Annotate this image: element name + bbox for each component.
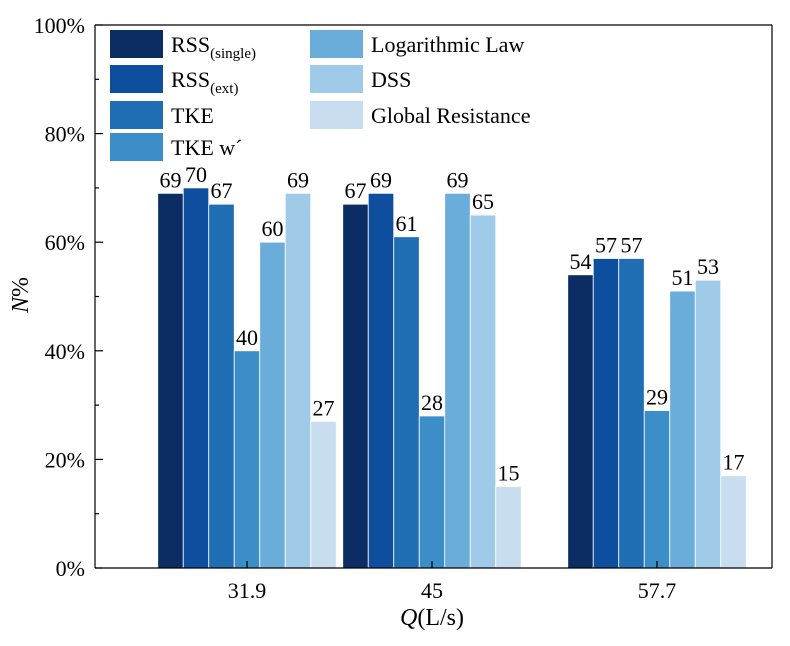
legend-swatch (310, 30, 363, 58)
y-axis-title: N% (8, 277, 34, 314)
legend-swatch (110, 30, 163, 58)
legend-swatch (110, 65, 163, 93)
data-label: 67 (345, 178, 367, 203)
bar (469, 214, 497, 569)
data-label: 57 (621, 232, 643, 257)
bar (495, 486, 522, 569)
x-tick-label: 57.7 (638, 578, 677, 603)
bar (643, 410, 671, 569)
y-tick-label: 100% (34, 13, 85, 38)
bar (393, 236, 420, 569)
bar (567, 274, 594, 569)
legend-swatch (110, 101, 163, 129)
legend-label: TKE w´ (171, 135, 242, 160)
bar (418, 415, 446, 569)
bar (259, 241, 286, 569)
bar (233, 350, 261, 569)
bar (208, 203, 235, 569)
legend-swatch (110, 133, 163, 161)
x-axis-title: Q(L/s) (400, 605, 464, 631)
y-tick-label: 20% (45, 447, 85, 472)
y-axis-unit: % (8, 277, 34, 297)
data-label: 70 (185, 162, 207, 187)
x-tick-label: 31.9 (228, 578, 267, 603)
data-label: 17 (723, 450, 745, 475)
data-label: 69 (287, 167, 309, 192)
legend: RSS(single) RSS(ext) TKE TKE w´ Logarithmic … (110, 30, 530, 161)
data-label: 69 (370, 167, 392, 192)
bar (694, 279, 722, 569)
bar (618, 258, 645, 569)
legend-label: RSS(single) (171, 32, 256, 62)
legend-label: Logarithmic Law (371, 32, 524, 57)
legend-label: RSS(ext) (171, 67, 238, 97)
bar (284, 192, 312, 569)
data-label: 53 (697, 254, 719, 279)
bar (342, 203, 369, 569)
data-label: 61 (396, 211, 418, 236)
y-axis-variable: N (8, 295, 34, 314)
bar (444, 192, 471, 569)
data-label: 67 (211, 178, 233, 203)
y-tick-label: 0% (56, 556, 85, 581)
y-tick-label: 60% (45, 230, 85, 255)
x-axis-unit: (L/s) (417, 605, 464, 631)
legend-swatch (310, 65, 363, 93)
data-label: 54 (570, 249, 592, 274)
y-tick-label: 80% (45, 122, 85, 147)
bar (182, 187, 210, 569)
bar (310, 420, 337, 569)
axes-group: 0% 20% 40% 60% 80% 100% 31.9 45 57.7 (34, 13, 773, 603)
data-label: 51 (672, 265, 694, 290)
data-label: 60 (262, 216, 284, 241)
bar (669, 290, 696, 569)
x-axis-variable: Q (400, 605, 417, 631)
x-tick-label: 45 (421, 578, 443, 603)
legend-label: Global Resistance (371, 103, 530, 128)
data-label: 15 (498, 461, 520, 486)
bar (592, 258, 620, 569)
data-label: 40 (236, 325, 258, 350)
bars-group (157, 187, 747, 569)
bar (157, 192, 184, 569)
data-label: 69 (447, 167, 469, 192)
data-label: 57 (595, 232, 617, 257)
legend-swatch (310, 101, 363, 129)
bar (367, 192, 395, 569)
data-label: 29 (646, 385, 668, 410)
legend-label: DSS (371, 67, 411, 92)
y-tick-label: 40% (45, 339, 85, 364)
data-label: 69 (160, 167, 182, 192)
data-label: 27 (313, 395, 335, 420)
bar (720, 475, 747, 569)
legend-label: TKE (171, 103, 214, 128)
data-label: 65 (472, 189, 494, 214)
data-label: 28 (421, 390, 443, 415)
